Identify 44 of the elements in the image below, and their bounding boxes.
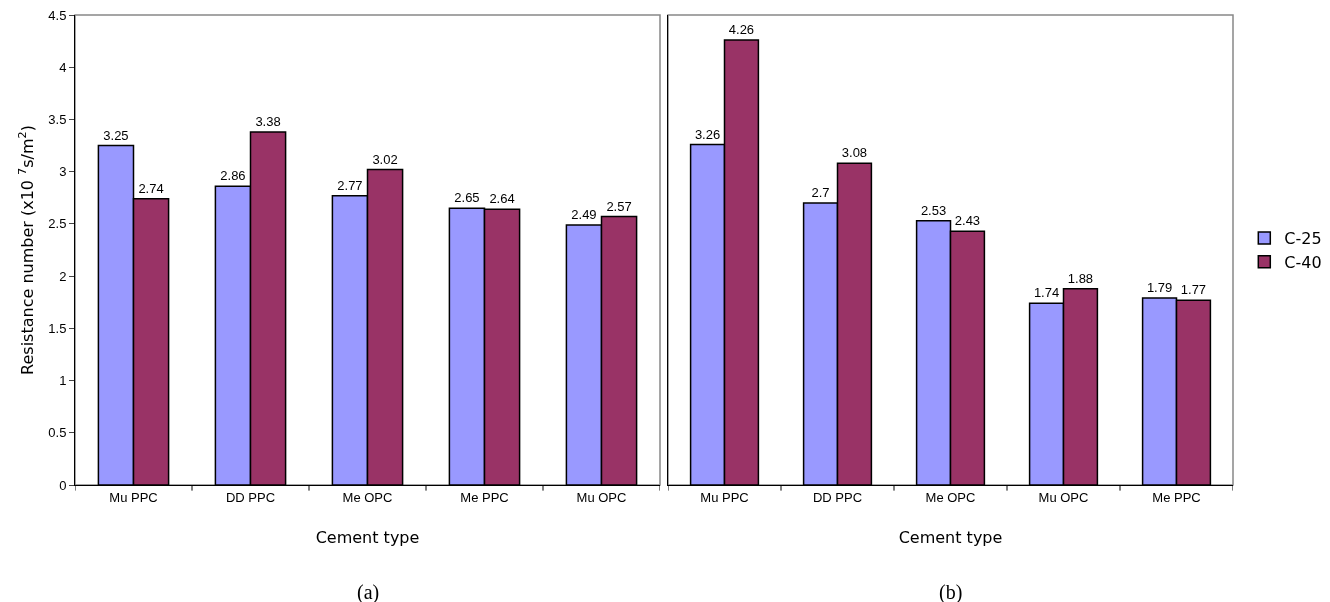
y-tick-label: 3 [59,164,67,180]
data-label: 1.88 [1067,270,1094,286]
data-label: 1.74 [1033,285,1060,301]
data-label: 1.77 [1180,282,1207,298]
x-tick-label: Mu OPC [576,489,627,505]
x-tick-label: Me PPC [1152,489,1201,505]
data-label: 2.49 [571,206,597,222]
y-tick-label: 0 [59,477,67,493]
data-label: 1.79 [1146,280,1173,296]
x-tick-label: Me PPC [460,489,509,505]
y-tick-label: 1.5 [48,320,67,336]
x-tick-label: Me OPC [925,489,976,505]
x-tick-label: DD PPC [812,489,863,505]
data-label: 2.74 [138,180,164,196]
y-tick-label: 2.5 [48,216,67,232]
y-tick-label: 3.5 [48,111,67,127]
y-tick-label: 2 [59,268,67,284]
data-label: 2.43 [954,213,981,229]
x-axis-title: Cement type [315,528,420,548]
y-tick-label: 1 [59,373,67,389]
data-label: 2.65 [454,190,480,206]
data-label: 2.7 [811,185,830,200]
x-axis-title: Cement type [898,528,1003,548]
data-label: 3.25 [103,127,129,143]
y-tick-label: 4.5 [48,7,67,23]
legend-label: C-25 [1284,229,1322,249]
data-label: 2.53 [920,202,947,218]
x-tick-label: Mu PPC [700,489,749,505]
data-label: 4.26 [728,22,755,38]
x-tick-label: Mu PPC [109,489,158,505]
data-label: 2.64 [489,191,515,207]
data-label: 2.57 [606,198,632,214]
data-label: 3.26 [694,126,721,142]
data-label: 3.08 [841,145,868,161]
legend-label: C-40 [1284,252,1322,272]
data-label: 2.77 [337,177,363,193]
y-tick-label: 0.5 [48,425,67,441]
data-label: 3.38 [255,113,281,129]
data-label: 3.02 [372,151,398,167]
x-tick-label: Me OPC [342,489,393,505]
x-tick-label: DD PPC [225,489,276,505]
y-tick-label: 4 [59,59,67,75]
data-label: 2.86 [220,168,246,184]
x-tick-label: Mu OPC [1038,489,1089,505]
